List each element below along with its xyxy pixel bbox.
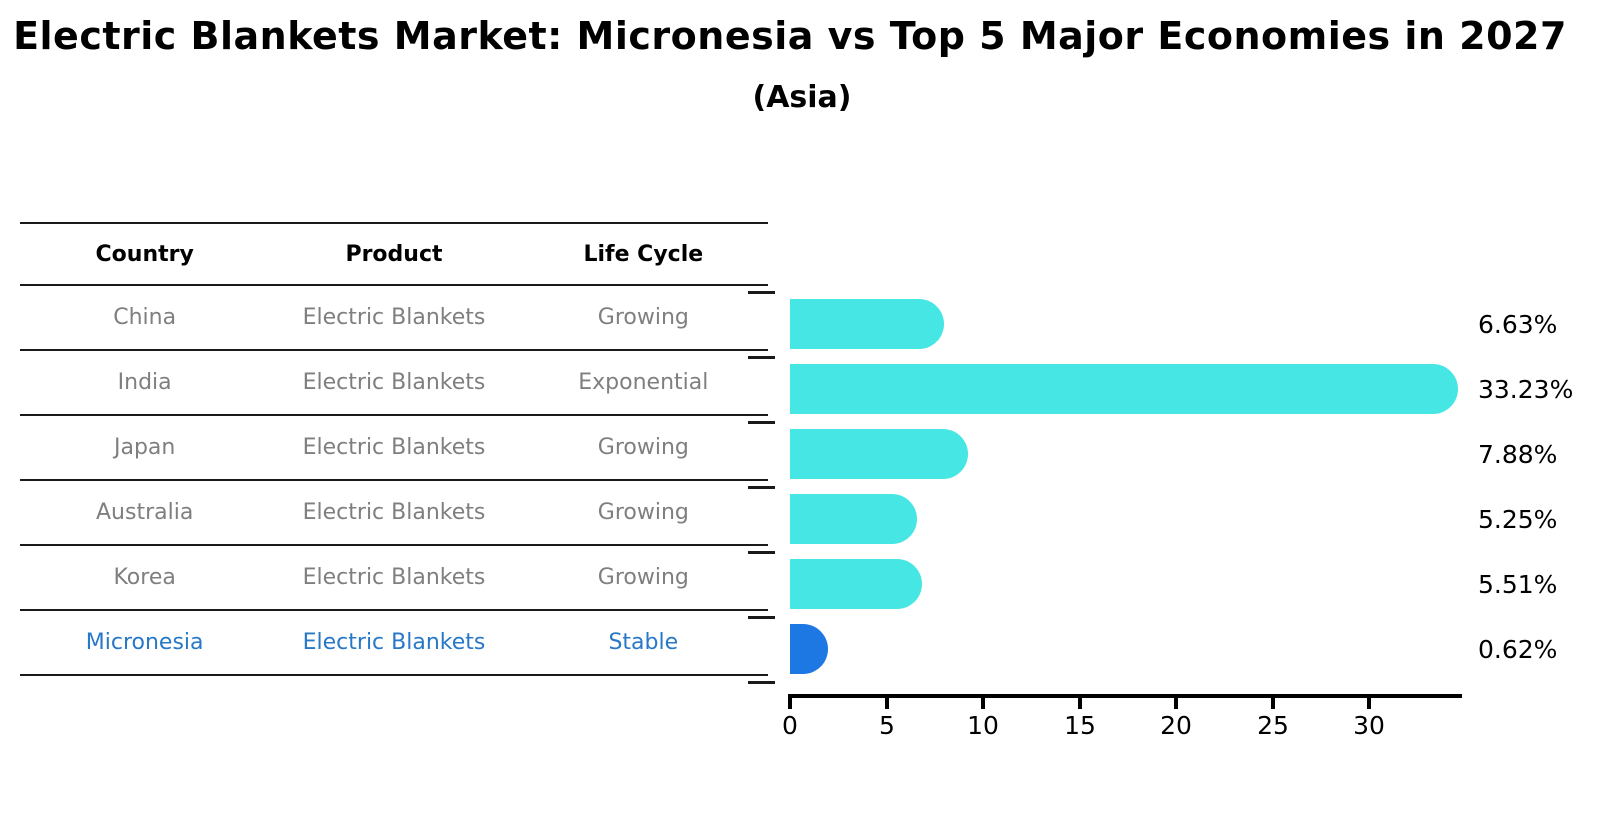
bar-chart: 6.63% 33.23% 7.88% 5.25% 5.51% 0.62% 0 5 10 15 20… [748, 291, 1573, 752]
product-cell: Electric Blankets [302, 565, 486, 590]
value-label-japan: 7.88% [1478, 440, 1558, 469]
table-header-row: Country Product Life Cycle [20, 224, 768, 286]
bar-australia [790, 494, 917, 544]
value-label-korea: 5.51% [1478, 570, 1558, 599]
x-tick-label: 0 [782, 711, 798, 740]
bar-china [790, 299, 944, 349]
country-cell: Micronesia [85, 630, 204, 655]
lifecycle-cell: Growing [597, 565, 689, 590]
x-tick [1271, 698, 1275, 709]
table-row-korea: Korea Electric Blankets Growing [20, 546, 768, 611]
value-label-india: 33.23% [1478, 375, 1574, 404]
y-tick [748, 616, 775, 619]
product-cell: Electric Blankets [302, 435, 486, 460]
x-tick-label: 5 [879, 711, 895, 740]
lifecycle-cell: Growing [597, 500, 689, 525]
lifecycle-cell: Growing [597, 305, 689, 330]
table-row-micronesia: Micronesia Electric Blankets Stable [20, 611, 768, 676]
x-tick-label: 25 [1257, 711, 1289, 740]
country-cell: India [117, 370, 172, 395]
table-row-japan: Japan Electric Blankets Growing [20, 416, 768, 481]
country-cell: Japan [113, 435, 176, 460]
lifecycle-cell: Stable [608, 630, 679, 655]
table-row-australia: Australia Electric Blankets Growing [20, 481, 768, 546]
product-cell: Electric Blankets [302, 305, 486, 330]
country-cell: Australia [96, 500, 194, 525]
x-tick-label: 20 [1160, 711, 1192, 740]
value-label-china: 6.63% [1478, 310, 1558, 339]
x-tick [1367, 698, 1371, 709]
table-body: China Electric Blankets Growing India Electr… [20, 286, 768, 676]
x-axis-line [788, 694, 1462, 698]
product-cell: Electric Blankets [302, 630, 486, 655]
country-cell: Korea [113, 565, 176, 590]
y-tick [748, 551, 775, 554]
product-cell: Electric Blankets [302, 370, 486, 395]
x-tick-label: 10 [967, 711, 999, 740]
x-tick [885, 698, 889, 709]
product-cell: Electric Blankets [302, 500, 486, 525]
y-tick [748, 291, 775, 294]
bar-micronesia [790, 624, 828, 674]
lifecycle-cell: Exponential [578, 370, 709, 395]
table-row-china: China Electric Blankets Growing [20, 286, 768, 351]
x-tick-label: 30 [1353, 711, 1385, 740]
table-header-lifecycle: Life Cycle [583, 241, 704, 267]
x-tick [1078, 698, 1082, 709]
x-tick [1174, 698, 1178, 709]
y-tick [748, 356, 775, 359]
country-cell: China [113, 305, 177, 330]
bar-japan [790, 429, 968, 479]
data-table: Country Product Life Cycle China Electric… [20, 222, 768, 676]
y-tick [748, 421, 775, 424]
table-header-product: Product [345, 241, 443, 267]
lifecycle-cell: Growing [597, 435, 689, 460]
bar-india [790, 364, 1458, 414]
value-label-australia: 5.25% [1478, 505, 1558, 534]
x-tick [981, 698, 985, 709]
chart-title: Electric Blankets Market: Micronesia vs … [13, 14, 1567, 58]
table-row-india: India Electric Blankets Exponential [20, 351, 768, 416]
x-tick [788, 698, 792, 709]
table-header-country: Country [95, 241, 194, 267]
x-tick-label: 15 [1064, 711, 1096, 740]
y-tick [748, 681, 775, 684]
chart-subtitle: (Asia) [752, 80, 852, 115]
value-label-micronesia: 0.62% [1478, 635, 1558, 664]
y-tick [748, 486, 775, 489]
bar-korea [790, 559, 922, 609]
